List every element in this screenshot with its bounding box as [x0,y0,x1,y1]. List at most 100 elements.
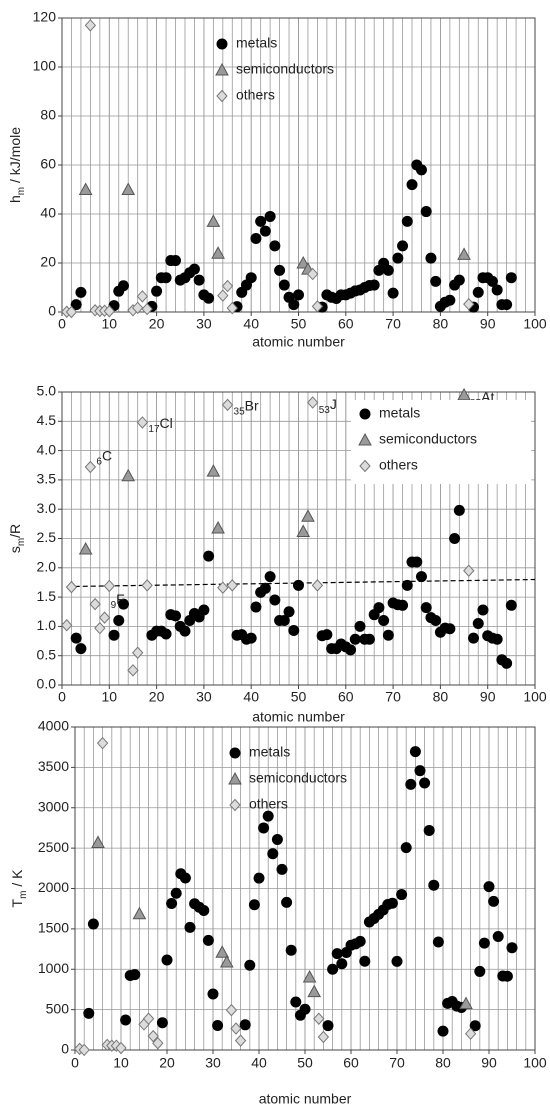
marker-metal [184,921,196,933]
marker-metal [264,571,276,583]
annotation: 17Cl [148,415,172,435]
marker-metal [203,292,215,304]
marker-metal [392,252,404,264]
marker-metal [166,898,178,910]
annotation-text: F [116,591,125,607]
annotation-sub: 35 [234,407,246,418]
marker-metal [419,777,431,789]
y-tick-label: 100 [33,58,57,74]
marker-metal [212,1020,224,1032]
y-tick-label: 0.0 [37,676,57,692]
marker-other [216,89,228,103]
marker-metal [486,275,498,287]
marker-other [463,564,475,577]
marker-semiconductor [121,182,136,195]
annotation: 9F [111,591,125,611]
marker-metal [437,1025,449,1037]
marker-other [127,664,139,677]
y-tick-label: 1000 [38,960,69,976]
y-tick-label: 3.0 [37,500,57,516]
marker-metal [444,623,456,635]
marker-metal [322,1020,334,1032]
x-tick-label: 100 [523,1055,547,1071]
x-axis-label: atomic number [259,1091,352,1107]
marker-other [89,597,101,611]
marker-metal [248,899,260,911]
marker-other [84,19,97,32]
marker-metal [505,272,517,284]
y-axis-label-part: / kJ/mole [7,127,23,187]
marker-other [65,580,78,594]
marker-metal [491,633,503,645]
marker-other [132,301,144,315]
x-tick-label: 90 [481,1055,497,1071]
marker-other [147,1029,159,1043]
marker-metal [382,629,394,641]
x-tick-label: 0 [58,316,66,332]
marker-metal [468,632,480,644]
marker-semiconductor [211,246,225,259]
marker-metal [373,602,385,614]
marker-metal [108,629,120,641]
marker-metal [70,632,82,644]
y-tick-label: 1500 [38,920,69,936]
marker-metal [430,615,442,627]
y-axis-label-part: h [7,195,23,203]
y-tick-label: 2500 [38,839,69,855]
marker-metal [239,1019,251,1031]
marker-metal [405,778,417,790]
x-tick-label: 90 [480,316,496,332]
marker-semiconductor [457,387,471,401]
marker-metal [290,996,302,1008]
y-axis-label: hm / kJ/mole [7,127,27,203]
marker-other [103,579,115,593]
y-tick-label: 3500 [38,758,69,774]
x-tick-label: 100 [523,689,547,705]
marker-other [226,301,238,315]
marker-other [84,460,97,474]
x-tick-label: 60 [338,689,354,705]
marker-semiconductor [215,62,229,76]
marker-metal [414,765,426,777]
x-tick-label: 60 [338,316,354,332]
marker-metal [113,615,125,627]
legend-label: semiconductors [236,61,334,77]
marker-metal [423,824,435,836]
marker-other [234,1034,247,1047]
legend-label: metals [379,405,420,421]
marker-metal [359,955,371,967]
y-axis-label: sm/R [7,524,27,553]
marker-other [359,459,371,473]
y-tick-label: 4.5 [37,412,57,428]
marker-metal [253,872,265,884]
x-tick-label: 100 [523,316,547,332]
marker-semiconductor [206,464,221,477]
marker-metal [354,620,366,632]
marker-other [307,396,319,409]
y-tick-label: 4000 [38,718,69,734]
marker-metal [453,274,465,286]
marker-metal [349,633,361,645]
marker-metal [406,179,418,191]
marker-metal [198,904,210,916]
legend-label: semiconductors [249,770,347,786]
annotation-sub: 17 [148,424,160,435]
marker-metal [483,881,495,893]
marker-metal [285,944,297,956]
marker-other [65,305,78,319]
x-tick-label: 80 [433,689,449,705]
marker-metal [415,164,427,176]
annotation-sub: 6 [96,457,102,468]
marker-metal [430,275,442,287]
marker-metal [288,299,300,311]
x-tick-label: 40 [243,316,259,332]
x-tick-label: 0 [58,689,66,705]
marker-metal [415,571,427,583]
y-tick-label: 2.0 [37,559,57,575]
x-tick-label: 80 [433,316,449,332]
y-tick-label: 80 [40,107,56,123]
x-axis-label: atomic number [252,709,345,725]
marker-metal [274,264,286,276]
y-tick-label: 1.5 [37,588,57,604]
y-axis-label-part: m [18,891,29,899]
